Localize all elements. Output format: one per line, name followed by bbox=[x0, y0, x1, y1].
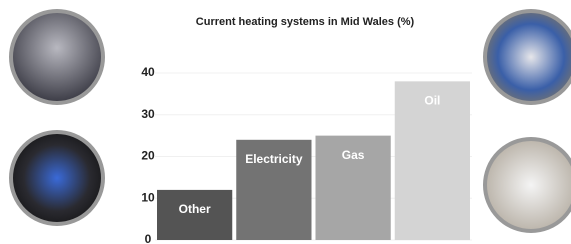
y-tick-label: 30 bbox=[141, 107, 155, 121]
bar-label: Oil bbox=[424, 94, 440, 108]
y-tick-label: 10 bbox=[141, 190, 155, 204]
y-tick-label: 0 bbox=[145, 232, 152, 244]
y-tick-label: 20 bbox=[141, 149, 155, 163]
photo-gas-flame bbox=[11, 132, 103, 224]
bar-label: Other bbox=[179, 202, 211, 216]
y-tick-label: 40 bbox=[141, 65, 155, 79]
bar-label: Electricity bbox=[245, 152, 303, 166]
photo-pollution bbox=[11, 11, 103, 103]
chart-title: Current heating systems in Mid Wales (%) bbox=[196, 16, 415, 28]
chart: Current heating systems in Mid Wales (%)… bbox=[0, 0, 571, 244]
bar-label: Gas bbox=[342, 148, 365, 162]
photo-radiator bbox=[485, 139, 571, 231]
photo-oil-tank bbox=[485, 11, 571, 103]
